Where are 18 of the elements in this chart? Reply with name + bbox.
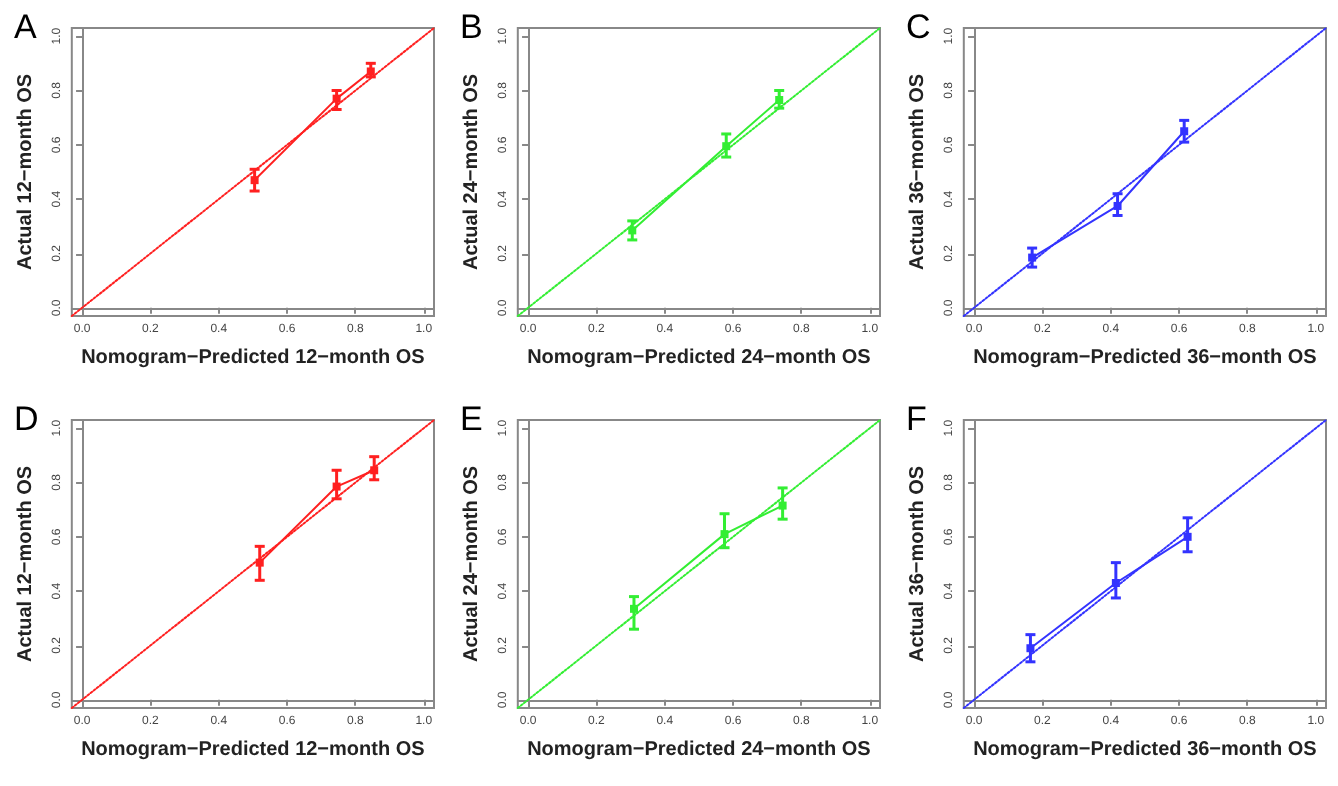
y-axis-title: Actual 24−month OS [461, 73, 483, 271]
y-axis-title: Actual 24−month OS [461, 465, 483, 663]
x-axis-title: Nomogram−Predicted 24−month OS [527, 347, 872, 369]
x-axis-title: Nomogram−Predicted 24−month OS [527, 739, 872, 761]
chart-title: F [906, 400, 927, 438]
chart-title: E [460, 400, 483, 438]
chart-title: C [906, 8, 931, 46]
y-axis-title: Actual 36−month OS [907, 73, 929, 271]
x-axis-title: Nomogram−Predicted 12−month OS [81, 347, 426, 369]
y-axis-title: Actual 12−month OS [15, 73, 37, 271]
x-axis-title: Nomogram−Predicted 36−month OS [973, 739, 1318, 761]
chart-title: B [460, 8, 483, 46]
x-axis-title: Nomogram−Predicted 36−month OS [973, 347, 1318, 369]
chart-title: D [14, 400, 39, 438]
y-axis-title: Actual 12−month OS [15, 465, 37, 663]
x-axis-title: Nomogram−Predicted 12−month OS [81, 739, 426, 761]
y-axis-title: Actual 36−month OS [907, 465, 929, 663]
chart-title: A [14, 8, 38, 46]
